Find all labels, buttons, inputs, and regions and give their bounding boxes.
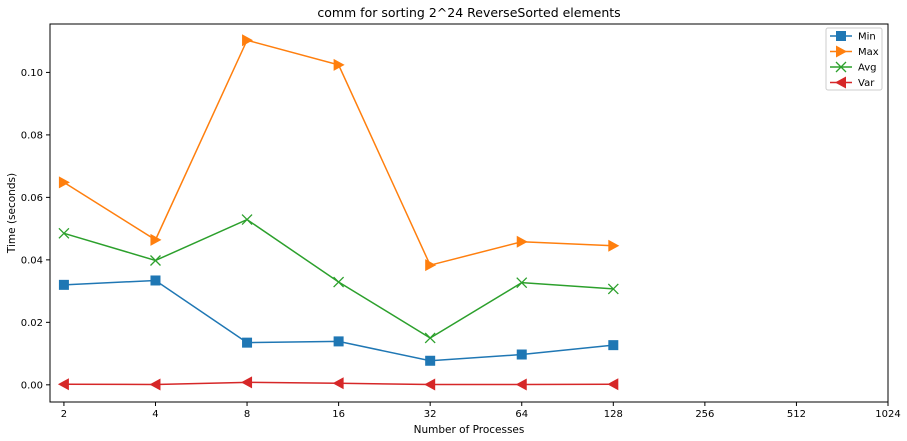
series-line-avg (63, 218, 614, 339)
legend-marker-avg (835, 61, 847, 73)
x-tick-label: 256 (695, 409, 714, 420)
x-axis-label: Number of Processes (414, 424, 525, 436)
data-point-var (57, 378, 69, 391)
data-point-min (516, 349, 527, 360)
legend-label-avg: Avg (858, 63, 877, 74)
y-tick-label: 0.10 (21, 68, 43, 79)
x-tick-label: 1024 (875, 409, 900, 420)
legend-marker-var (835, 76, 846, 89)
y-tick-label: 0.08 (21, 130, 43, 141)
chart-title: comm for sorting 2^24 ReverseSorted elem… (317, 5, 620, 20)
series-min (58, 275, 619, 366)
data-point-max (58, 176, 70, 189)
data-point-avg (424, 332, 436, 344)
data-point-max (425, 259, 437, 272)
y-tick-label: 0.04 (21, 255, 43, 266)
data-point-max (242, 34, 254, 47)
data-point-avg (241, 214, 253, 226)
x-tick-label: 16 (332, 409, 345, 420)
data-point-var (515, 378, 527, 391)
data-point-min (242, 337, 253, 348)
data-point-avg (607, 283, 619, 295)
data-point-var (424, 378, 436, 391)
series-line-max (63, 39, 614, 267)
x-tick-label: 32 (424, 409, 437, 420)
series-var (57, 376, 619, 391)
data-point-max (516, 235, 528, 248)
series-line-min (63, 279, 614, 362)
plot-area (49, 23, 889, 403)
x-axis: 2 4 8 16 32 64 128 256 512 1024 (61, 402, 901, 420)
data-point-avg (58, 227, 70, 239)
x-tick-label: 2 (61, 409, 67, 420)
data-point-max (150, 233, 162, 246)
data-point-min (608, 340, 619, 351)
data-point-var (241, 376, 253, 389)
data-point-var (607, 378, 619, 391)
legend: Min Max Avg Var (825, 27, 883, 91)
series-layer (57, 34, 620, 391)
data-point-max (333, 58, 345, 71)
series-avg (58, 214, 619, 344)
y-axis: 0.00 0.02 0.04 0.06 0.08 0.10 (21, 68, 50, 391)
data-point-max (608, 239, 620, 252)
data-point-var (149, 378, 161, 391)
y-tick-label: 0.00 (21, 380, 43, 391)
series-max (58, 34, 620, 272)
data-point-var (332, 377, 344, 390)
legend-label-max: Max (858, 47, 879, 58)
x-tick-label: 128 (604, 409, 623, 420)
y-tick-label: 0.02 (21, 318, 43, 329)
data-point-avg (150, 255, 161, 266)
legend-label-var: Var (858, 78, 875, 89)
data-point-min (333, 336, 344, 347)
data-point-avg (516, 277, 528, 289)
legend-marker-min (836, 31, 846, 41)
y-axis-label: Time (seconds) (6, 173, 18, 254)
x-tick-label: 64 (515, 409, 528, 420)
x-tick-label: 8 (244, 409, 250, 420)
legend-box (825, 27, 883, 91)
y-tick-label: 0.06 (21, 193, 43, 204)
data-point-min (425, 355, 436, 366)
legend-marker-max (836, 45, 847, 58)
data-point-min (58, 279, 69, 290)
x-tick-label: 4 (152, 409, 158, 420)
data-point-min (150, 275, 161, 286)
legend-label-min: Min (858, 32, 876, 43)
x-tick-label: 512 (787, 409, 806, 420)
data-point-avg (333, 276, 345, 288)
